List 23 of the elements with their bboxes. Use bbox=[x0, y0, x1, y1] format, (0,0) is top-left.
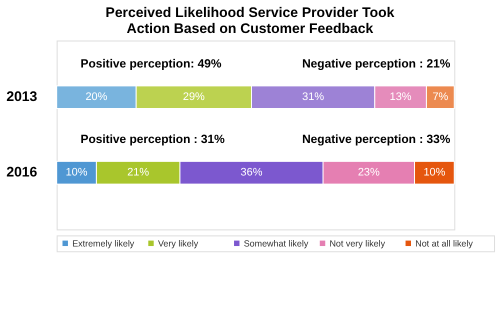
data-label: 7% bbox=[432, 91, 449, 104]
annotation: Positive perception: 49% bbox=[80, 56, 222, 70]
annotation: Negative perception : 33% bbox=[302, 132, 451, 146]
data-label: 23% bbox=[358, 166, 380, 179]
legend-label: Very likely bbox=[158, 238, 199, 248]
annotation: Negative perception : 21% bbox=[302, 56, 451, 70]
y-tick-label: 2013 bbox=[6, 88, 38, 104]
data-label: 10% bbox=[423, 166, 446, 179]
legend-label: Extremely likely bbox=[72, 238, 135, 248]
data-label: 31% bbox=[302, 91, 324, 104]
legend-label: Not very likely bbox=[329, 238, 386, 248]
data-label: 21% bbox=[127, 166, 150, 179]
data-label: 10% bbox=[66, 166, 88, 179]
text: Action Based on Customer Feedback bbox=[126, 20, 374, 36]
data-label: 13% bbox=[390, 91, 412, 104]
legend-label: Not at all likely bbox=[415, 238, 474, 248]
data-label: 36% bbox=[240, 166, 263, 179]
legend-label: Somewhat likely bbox=[244, 238, 309, 248]
annotation: Positive perception : 31% bbox=[80, 132, 226, 146]
y-tick-label: 2016 bbox=[6, 164, 38, 180]
text: Perceived Likelihood Service Provider Took bbox=[106, 4, 394, 20]
data-label: 29% bbox=[182, 91, 206, 104]
data-label: 20% bbox=[85, 91, 108, 104]
